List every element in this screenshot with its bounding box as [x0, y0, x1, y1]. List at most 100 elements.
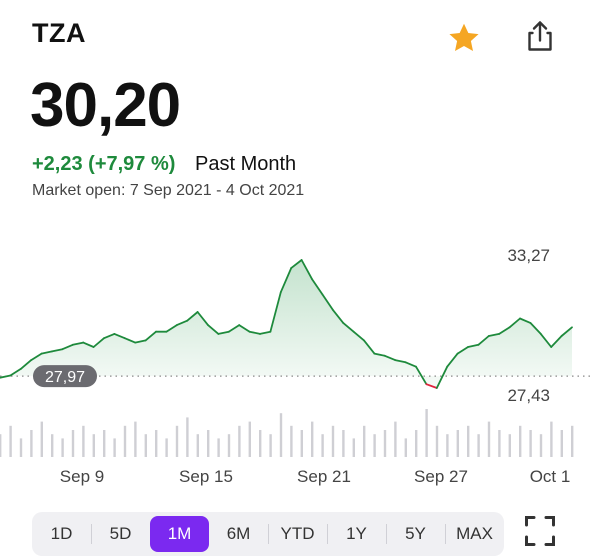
volume-bar: [217, 438, 220, 457]
volume-bar: [269, 434, 272, 457]
market-info: Market open: 7 Sep 2021 - 4 Oct 2021: [32, 182, 305, 199]
volume-bar: [467, 425, 470, 457]
volume-bar: [259, 430, 262, 457]
volume-bar: [186, 417, 189, 457]
price-line-segment: [321, 293, 334, 311]
price-line-segment: [456, 346, 469, 355]
price-line-segment: [394, 359, 407, 364]
volume-bar: [92, 434, 95, 457]
price-line-segment: [477, 335, 490, 346]
range-option-1d[interactable]: 1D: [50, 524, 73, 543]
reference-label: 27,97: [45, 369, 85, 386]
price-line-segment: [9, 367, 22, 377]
star-icon[interactable]: [446, 20, 482, 56]
price-line-segment: [342, 322, 355, 333]
range-selector: 1D 5D 1M 6M YTD 1Y 5Y MAX: [32, 512, 504, 556]
volume-bar: [477, 434, 480, 457]
high-label: 33,27: [507, 246, 550, 265]
volume-bar: [415, 430, 418, 457]
volume-bar: [560, 430, 563, 457]
price-line-segment: [113, 333, 126, 340]
price-line-segment: [144, 330, 157, 342]
volume-bar: [456, 430, 459, 457]
price-line-segment: [383, 354, 397, 361]
volume-bar: [539, 434, 543, 457]
price-line-segment: [0, 374, 12, 379]
volume-bar: [342, 430, 345, 457]
x-tick-label: Sep 27: [414, 467, 468, 486]
price-line-segment: [238, 324, 251, 333]
price-line-segment: [51, 348, 64, 353]
price-line-segment: [19, 359, 33, 370]
volume-bar: [290, 425, 293, 457]
volume-bar: [134, 421, 137, 457]
low-label: 27,43: [507, 386, 550, 405]
price-line-segment: [61, 343, 74, 351]
price-line-segment: [560, 326, 573, 337]
volume-bar: [383, 430, 387, 457]
volume-bar: [144, 434, 147, 457]
volume-bar: [373, 434, 376, 457]
price-line-segment: [331, 308, 345, 324]
price-line-segment: [415, 365, 428, 386]
volume-bar: [311, 421, 314, 457]
chart-area: [0, 260, 572, 388]
share-icon[interactable]: [522, 18, 558, 54]
price-line-segment: [92, 337, 105, 348]
price-line-segment: [467, 343, 480, 348]
volume-bar: [519, 425, 522, 457]
volume-bar: [9, 425, 12, 457]
volume-bar: [363, 425, 366, 457]
price-line-segment: [227, 324, 241, 333]
price-line-segment: [446, 352, 459, 368]
price-change: +2,23 (+7,97 %): [32, 153, 176, 175]
range-option-ytd[interactable]: YTD: [268, 512, 327, 556]
range-option-1y[interactable]: 1Y: [327, 512, 386, 556]
reference-pill: [33, 365, 97, 388]
price-chart[interactable]: 33,27 27,43 27,97 Sep 9 Sep 15 Sep 21 Sep 27 Oc…: [0, 235, 591, 495]
price-line-segment: [498, 326, 511, 335]
volume-bar: [165, 438, 168, 457]
period-label: Past Month: [195, 153, 297, 175]
volume-bar: [227, 434, 231, 457]
x-tick-label: Sep 21: [297, 467, 351, 486]
volume-bar: [248, 421, 251, 457]
price-line-segment: [196, 311, 209, 326]
volume-bar: [113, 438, 116, 457]
range-option-5d[interactable]: 5D: [91, 512, 150, 556]
volume-bar: [40, 421, 43, 457]
range-option-1m[interactable]: 1M: [150, 516, 209, 552]
volume-bar: [446, 434, 449, 457]
volume-bar: [71, 430, 75, 457]
price-line-segment: [290, 259, 303, 269]
price-line-segment: [123, 337, 137, 344]
price-line-segment: [311, 278, 324, 296]
change-row: +2,23 (+7,97 %) Past Month: [32, 153, 296, 176]
fullscreen-icon[interactable]: [522, 513, 558, 549]
price-line-segment: [269, 291, 282, 333]
volume-bar: [103, 430, 106, 457]
range-option-5y[interactable]: 5Y: [386, 512, 445, 556]
volume-bar: [435, 425, 439, 457]
volume-bar: [30, 430, 33, 457]
volume-bar: [529, 430, 532, 457]
ticker-symbol: TZA: [32, 18, 86, 48]
price-line-segment: [279, 267, 293, 294]
volume-bar: [352, 438, 355, 457]
price-line-segment: [134, 339, 147, 344]
price-line-segment: [404, 361, 417, 368]
volume-bar: [404, 438, 407, 457]
volume-bar: [550, 421, 553, 457]
volume-bar: [51, 434, 54, 457]
volume-bar: [123, 425, 127, 457]
range-option-6m[interactable]: 6M: [226, 524, 251, 543]
price-line-segment: [435, 365, 449, 389]
volume-bar: [207, 430, 210, 457]
price-line-segment: [165, 324, 178, 333]
volume-bar: [82, 425, 85, 457]
price-line-segment: [40, 350, 53, 355]
volume-bar: [498, 430, 501, 457]
volume-bar: [279, 413, 283, 457]
volume-bar: [19, 438, 23, 457]
range-option-max[interactable]: MAX: [445, 512, 504, 556]
